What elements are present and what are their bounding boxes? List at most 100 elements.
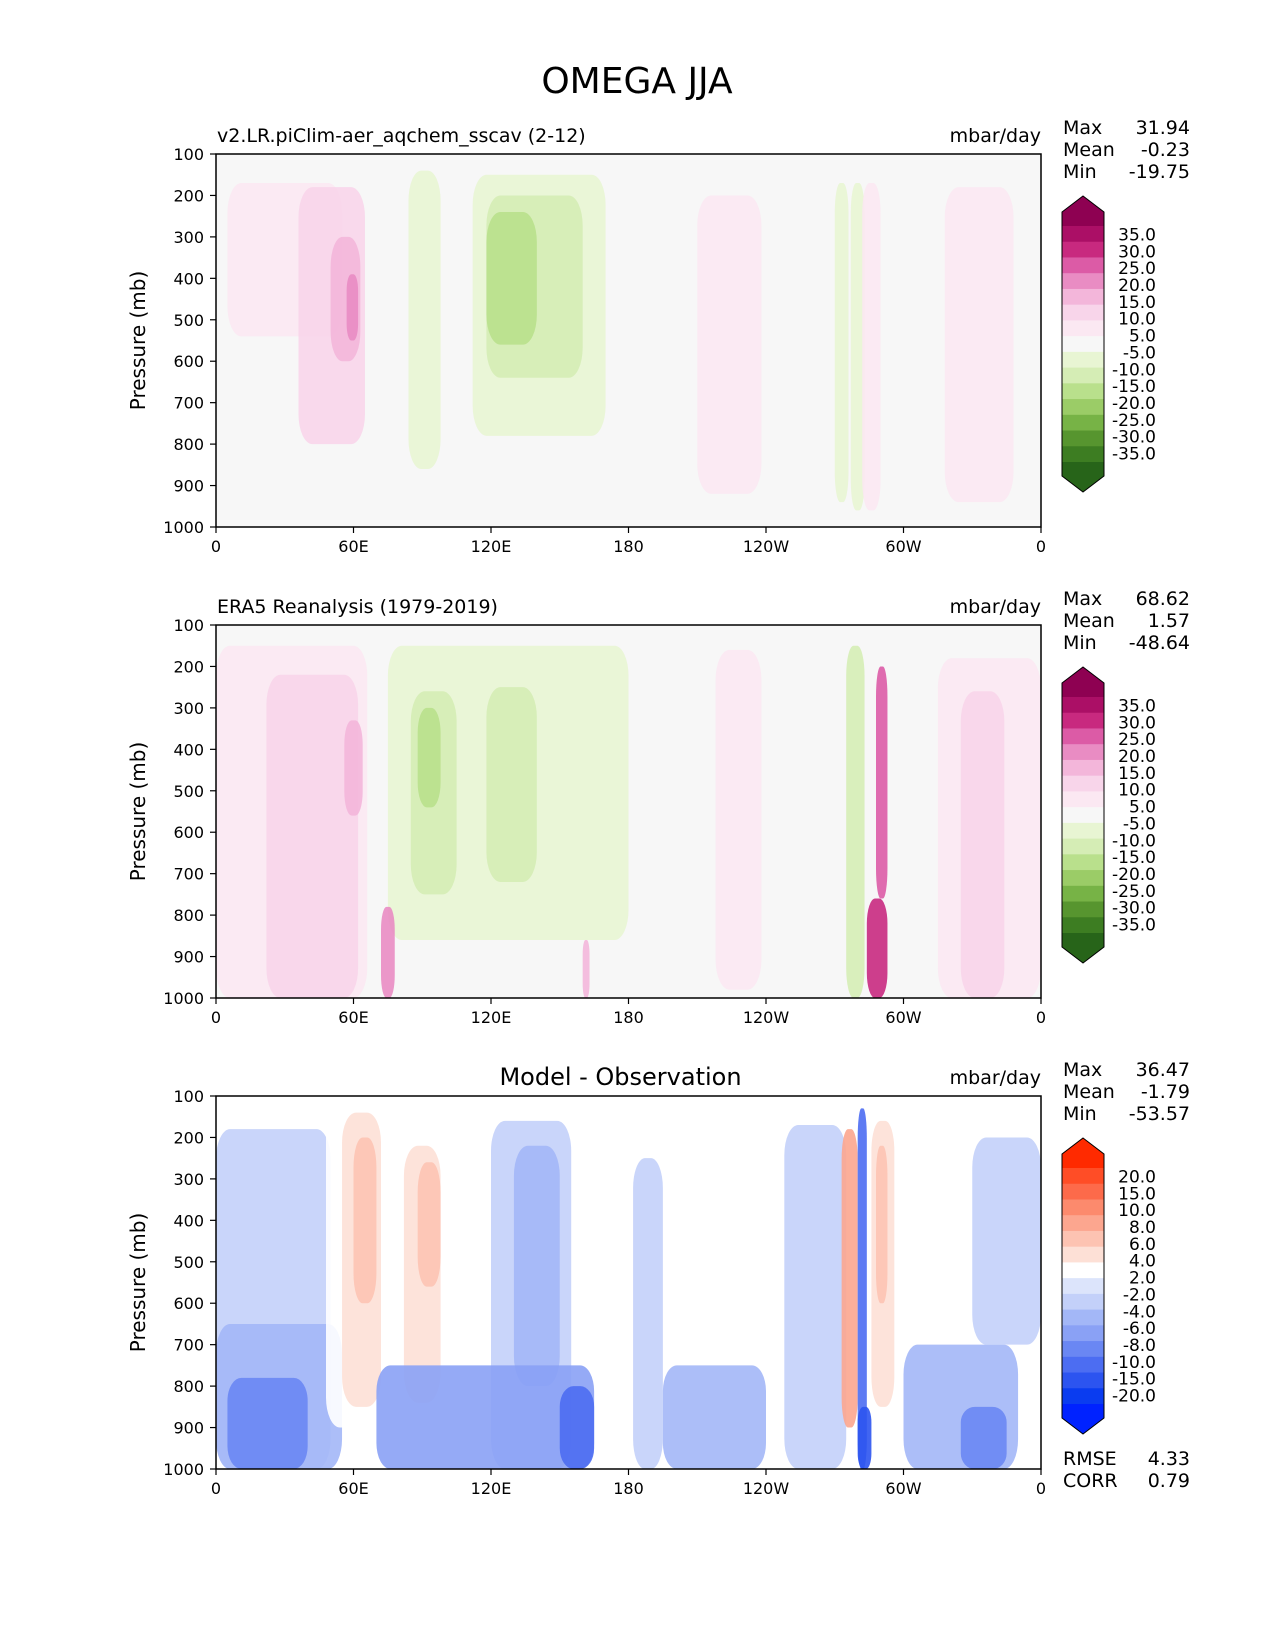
colorbar-swatch: [1062, 226, 1104, 243]
contour-region: [582, 939, 590, 998]
y-tick-label: 200: [173, 1128, 204, 1147]
contour-region: [513, 1145, 560, 1387]
panel-model: 100 200 300 400 500 600 700 800 900 1000 0 60E 120E 1…: [126, 117, 1190, 556]
colorbar-swatch: [1062, 1278, 1104, 1295]
contour-region: [944, 187, 1014, 503]
colorbar-swatch: [1062, 885, 1104, 903]
stat-value: 36.47: [1136, 1059, 1190, 1081]
colorbar-label: 30.0: [1118, 713, 1156, 733]
contour-fills: [216, 1100, 1041, 1469]
colorbar-label: -6.0: [1123, 1319, 1156, 1339]
y-tick-label: 300: [173, 699, 204, 718]
stat-value: 68.62: [1136, 588, 1190, 610]
contour-region: [876, 1145, 888, 1304]
colorbar-swatch: [1062, 399, 1104, 416]
colorbar-outline: [1061, 195, 1105, 493]
y-tick-label: 300: [173, 228, 204, 247]
x-tick-label: 180: [613, 1008, 644, 1027]
x-tick-label: 0: [1036, 1479, 1046, 1498]
extra-stat-value: 0.79: [1148, 1470, 1190, 1492]
colorbar-swatch: [1062, 336, 1104, 353]
y-tick-label: 900: [173, 477, 204, 496]
figure-title: OMEGA JJA: [541, 61, 733, 102]
y-tick-label: 400: [173, 269, 204, 288]
y-tick-label: 200: [173, 186, 204, 205]
colorbar-outline: [1061, 1137, 1105, 1435]
colorbar-label: -5.0: [1123, 814, 1156, 834]
colorbar-label: 15.0: [1118, 293, 1156, 313]
colorbar-swatch: [1062, 320, 1104, 337]
x-tick-label: 120E: [471, 1479, 512, 1498]
extra-stat-label: CORR: [1063, 1470, 1118, 1492]
stat-value: -48.64: [1129, 632, 1190, 654]
colorbar-swatch: [1062, 728, 1104, 745]
y-tick-label: 600: [173, 1294, 204, 1313]
stat-label: Max: [1063, 117, 1102, 139]
colorbar-label: 10.0: [1118, 310, 1156, 330]
colorbar-label: -2.0: [1123, 1285, 1156, 1305]
contour-region: [227, 1377, 308, 1469]
colorbar-label: -15.0: [1112, 1370, 1156, 1390]
colorbar-swatch: [1062, 241, 1104, 258]
colorbar-swatch: [1062, 351, 1104, 369]
colorbar-label: -10.0: [1112, 1353, 1156, 1373]
contour-region: [633, 1158, 663, 1469]
y-tick-label: 100: [173, 616, 204, 635]
y-tick-label: 900: [173, 1419, 204, 1438]
x-tick-label: 0: [211, 1479, 221, 1498]
panel-difference: 100 200 300 400 500 600 700 800 900 1000 0 60E 120E 1…: [126, 1059, 1190, 1498]
colorbar-label: -35.0: [1112, 445, 1156, 465]
colorbar-swatch: [1062, 383, 1104, 400]
x-tick-label: 120E: [471, 537, 512, 556]
colorbar-swatch: [1062, 1215, 1104, 1232]
colorbar-swatch: [1062, 1262, 1104, 1279]
colorbar-swatch: [1062, 1293, 1104, 1311]
colorbar-label: -20.0: [1112, 865, 1156, 885]
colorbar-label: 4.0: [1129, 1252, 1156, 1272]
colorbar-swatch: [1062, 917, 1104, 934]
contour-region: [559, 1386, 595, 1469]
colorbar-label: 20.0: [1118, 1167, 1156, 1187]
contour-region: [486, 687, 537, 882]
colorbar-swatch: [1062, 697, 1104, 714]
stat-label: Mean: [1063, 1081, 1115, 1103]
contour-fills: [227, 170, 1014, 511]
x-tick-label: 120W: [743, 1008, 790, 1027]
contour-region: [486, 212, 537, 345]
colorbar-swatch: [1062, 712, 1104, 729]
contour-fills: [216, 645, 1041, 998]
panel-reference: 100 200 300 400 500 600 700 800 900 1000 0 60E 120E 1…: [126, 588, 1190, 1027]
stat-label: Max: [1063, 588, 1102, 610]
y-tick-label: 600: [173, 352, 204, 371]
colorbar-label: 6.0: [1129, 1235, 1156, 1255]
y-tick-label: 1000: [163, 1460, 204, 1479]
contour-region: [266, 674, 359, 998]
colorbar-swatch: [1062, 854, 1104, 871]
colorbar-swatch: [1062, 446, 1104, 463]
y-tick-label: 100: [173, 145, 204, 164]
x-tick-label: 180: [613, 1479, 644, 1498]
contour-region: [960, 691, 1005, 998]
colorbar-label: -15.0: [1112, 377, 1156, 397]
x-tick-label: 120E: [471, 1008, 512, 1027]
colorbar-label: -8.0: [1123, 1336, 1156, 1356]
contour-region: [841, 1129, 858, 1428]
contour-region: [408, 170, 441, 469]
stat-value: -53.57: [1129, 1103, 1190, 1125]
panel-title: ERA5 Reanalysis (1979-2019): [217, 596, 498, 618]
y-tick-label: 700: [173, 865, 204, 884]
colorbar-label: -20.0: [1112, 1387, 1156, 1407]
contour-region: [846, 645, 865, 998]
stat-value: -19.75: [1129, 161, 1190, 183]
x-tick-label: 60E: [338, 537, 368, 556]
colorbar-label: -20.0: [1112, 394, 1156, 414]
stat-value: -0.23: [1141, 139, 1190, 161]
contour-region: [850, 183, 865, 511]
contour-region: [376, 1365, 595, 1469]
colorbar-label: 35.0: [1118, 225, 1156, 245]
x-tick-label: 60E: [338, 1479, 368, 1498]
y-tick-label: 800: [173, 1377, 204, 1396]
panel-units: mbar/day: [950, 596, 1041, 618]
colorbar-swatch: [1062, 414, 1104, 432]
